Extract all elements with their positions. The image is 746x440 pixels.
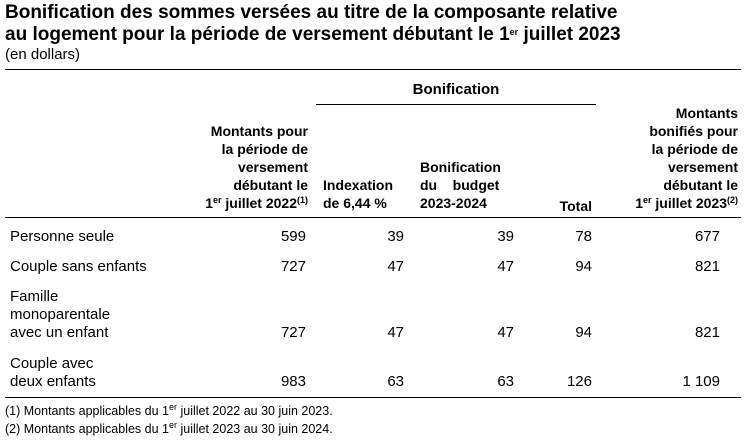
header-total: Total (559, 198, 592, 214)
table-title: Bonification des sommes versées au titre… (5, 2, 741, 46)
cell-bonification-budget: 47 (497, 324, 514, 341)
row-label: Famille monoparentale avec un enfant (10, 288, 110, 342)
table-bottom-rule (5, 397, 741, 398)
row-label-line: Famille (10, 288, 59, 305)
cell-montants-2023: 677 (694, 228, 720, 245)
title-line-2-prefix: au logement pour la période de versement… (5, 24, 510, 45)
cell-montants-2022: 983 (280, 373, 306, 390)
header-text: 1 (635, 195, 643, 211)
table-top-rule (5, 69, 741, 70)
footnote-ref-2: (2) (727, 195, 738, 205)
footnote-superscript: er (168, 402, 177, 412)
title-line-2: au logement pour la période de versement… (5, 24, 741, 46)
footnote-text: (2) Montants applicables du 1 (5, 422, 169, 436)
header-bottom-rule (5, 217, 741, 218)
header-montants-2023: Montants bonifiés pour la période de ver… (600, 104, 738, 212)
header-montants-2022-line: versement (237, 159, 308, 175)
row-label: Couple sans enfants (10, 258, 147, 275)
cell-total: 126 (566, 373, 592, 390)
row-label: Couple avec deux enfants (10, 355, 96, 391)
row-label-line: deux enfants (10, 373, 96, 390)
header-indexation-line: de 6,44 % (323, 195, 387, 211)
cell-montants-2023: 821 (694, 258, 720, 275)
title-line-1: Bonification des sommes versées au titre… (5, 2, 618, 23)
header-indexation: Indexation de 6,44 % (323, 176, 413, 212)
header-text: juillet 2022 (221, 195, 297, 211)
header-montants-2023-line: versement (667, 159, 738, 175)
header-budget-line: du budget (420, 177, 500, 193)
header-superscript: er (643, 195, 652, 205)
cell-montants-2022: 727 (280, 324, 306, 341)
footnote-2: (2) Montants applicables du 1er juillet … (5, 421, 333, 437)
row-label-line: avec un enfant (10, 324, 109, 341)
footnote-superscript: er (168, 420, 177, 430)
row-label: Personne seule (10, 228, 115, 245)
cell-indexation: 39 (387, 228, 404, 245)
header-superscript: er (213, 195, 222, 205)
header-bonification-budget: Bonification du budget 2023-2024 (420, 158, 516, 212)
header-montants-2022: Montants pour la période de versement dé… (170, 122, 308, 212)
header-indexation-line: Indexation (323, 177, 394, 193)
header-montants-2023-line: débutant le (663, 177, 738, 193)
header-montants-2023-line: la période de (651, 141, 738, 157)
cell-indexation: 47 (387, 258, 404, 275)
header-budget-line: 2023-2024 (420, 195, 487, 211)
header-budget-line: Bonification (420, 159, 501, 175)
header-montants-2023-line: 1er juillet 2023(2) (600, 194, 738, 212)
group-header-bonification: Bonification (412, 81, 500, 98)
cell-bonification-budget: 47 (497, 258, 514, 275)
cell-montants-2023: 821 (694, 324, 720, 341)
row-label-line: Couple avec (10, 355, 94, 372)
cell-total: 94 (575, 324, 592, 341)
title-line-2-suffix: juillet 2023 (518, 24, 621, 45)
header-montants-2022-line: débutant le (233, 177, 308, 193)
title-line-2-superscript: er (509, 27, 519, 37)
cell-indexation: 47 (387, 324, 404, 341)
header-montants-2023-line: bonifiés pour (649, 123, 738, 139)
footnote-ref-1: (1) (297, 195, 308, 205)
table-units: (en dollars) (5, 46, 81, 63)
cell-total: 78 (575, 228, 592, 245)
group-header-rule (316, 104, 596, 105)
cell-total: 94 (575, 258, 592, 275)
footnote-1: (1) Montants applicables du 1er juillet … (5, 403, 333, 419)
footnote-text: juillet 2022 au 30 juin 2023. (177, 404, 333, 418)
header-montants-2022-line: 1er juillet 2022(1) (170, 194, 308, 212)
header-montants-2023-line: Montants (675, 105, 738, 121)
cell-montants-2022: 599 (280, 228, 306, 245)
header-montants-2022-line: Montants pour (210, 123, 308, 139)
cell-montants-2023: 1 109 (682, 373, 720, 390)
cell-indexation: 63 (387, 373, 404, 390)
header-text: juillet 2023 (651, 195, 727, 211)
cell-bonification-budget: 39 (497, 228, 514, 245)
cell-montants-2022: 727 (280, 258, 306, 275)
footnote-text: (1) Montants applicables du 1 (5, 404, 169, 418)
row-label-line: monoparentale (10, 306, 111, 323)
cell-bonification-budget: 63 (497, 373, 514, 390)
footnote-text: juillet 2023 au 30 juin 2024. (177, 422, 333, 436)
header-montants-2022-line: la période de (221, 141, 308, 157)
header-text: 1 (205, 195, 213, 211)
